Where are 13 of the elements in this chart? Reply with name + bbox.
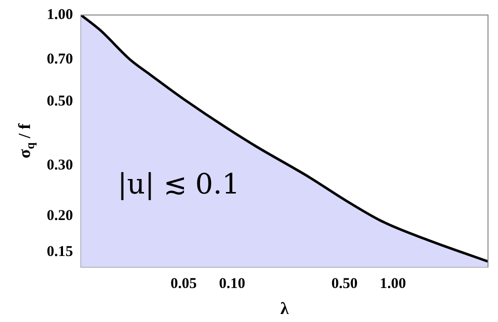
y-tick-label: 0.15 <box>46 244 73 260</box>
x-tick-label: 1.00 <box>380 276 406 292</box>
x-tick-label: 0.05 <box>170 276 197 292</box>
y-tick-label: 1.00 <box>46 6 73 23</box>
y-tick-label: 0.50 <box>46 93 73 110</box>
x-axis-title: λ <box>280 299 290 318</box>
x-tick-label: 0.10 <box>218 276 246 292</box>
y-axis-title: σq / f <box>15 123 37 158</box>
annotation: |u| ≲ 0.1 <box>118 168 240 201</box>
y-tick-label: 0.70 <box>46 51 73 68</box>
y-tick-label: 0.20 <box>46 208 73 224</box>
x-tick-label: 0.50 <box>331 276 358 292</box>
y-tick-label: 0.30 <box>46 157 73 174</box>
